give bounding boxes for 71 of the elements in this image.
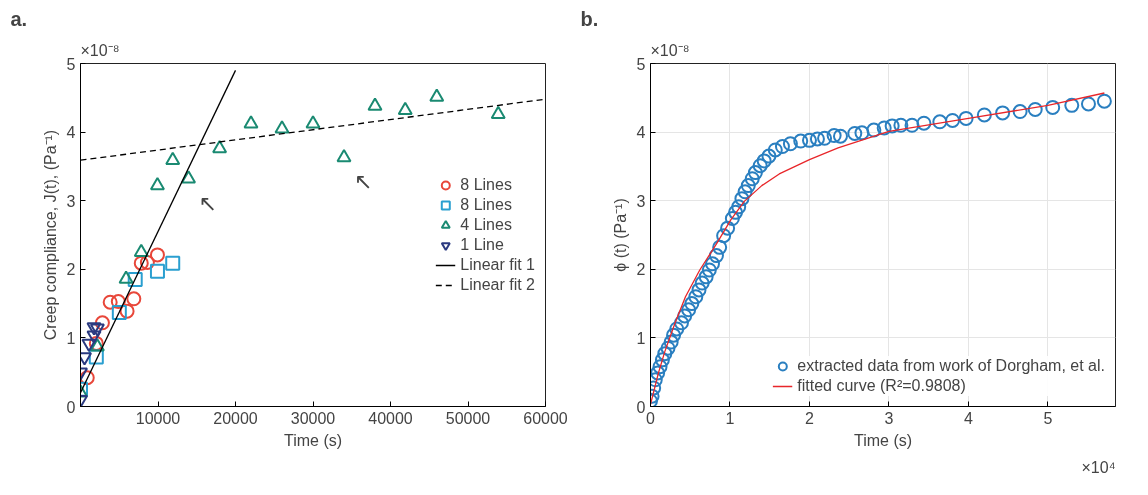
point bbox=[119, 303, 135, 319]
y-tick-label: 2 bbox=[636, 261, 646, 279]
x-tick-label: 4 bbox=[964, 409, 973, 427]
point bbox=[305, 115, 321, 129]
point bbox=[81, 338, 97, 352]
x-tick-label: 30000 bbox=[290, 409, 336, 427]
point bbox=[165, 151, 181, 165]
legend-label: Linear fit 1 bbox=[460, 255, 535, 274]
point bbox=[111, 305, 127, 321]
x-tick-label: 1 bbox=[725, 409, 735, 427]
point bbox=[126, 291, 142, 307]
point bbox=[336, 148, 352, 163]
x-axis-title: Time (s) bbox=[283, 431, 343, 449]
y-tick-label: 0 bbox=[66, 398, 76, 416]
y-tick-label: 1 bbox=[636, 329, 646, 347]
x-tick-label: 10000 bbox=[135, 409, 181, 427]
y-tick-label: 2 bbox=[66, 261, 76, 279]
y-tick-label: 4 bbox=[66, 124, 76, 142]
point bbox=[139, 254, 155, 270]
legend-label: Linear fit 2 bbox=[460, 275, 535, 294]
point bbox=[118, 270, 134, 284]
y-tick-label: 4 bbox=[636, 124, 646, 142]
point bbox=[243, 115, 259, 129]
point bbox=[181, 170, 197, 184]
chart-title: b. bbox=[580, 7, 599, 30]
x-tick-label: 2 bbox=[805, 409, 815, 427]
point bbox=[127, 272, 143, 288]
text: ×10⁴ bbox=[1081, 458, 1116, 476]
point bbox=[80, 370, 95, 386]
point bbox=[149, 177, 165, 191]
point bbox=[133, 243, 149, 257]
point bbox=[149, 247, 165, 263]
annotation: ↖ bbox=[198, 190, 217, 216]
y-tick-label: 3 bbox=[66, 192, 76, 210]
y-tick-label: 5 bbox=[636, 55, 646, 73]
x-axis-title: Time (s) bbox=[853, 431, 913, 449]
y-tick-label: 0 bbox=[636, 398, 646, 416]
legend-label: extracted data from work of Dorgham, et al. bbox=[797, 357, 1105, 375]
legend-label: 8 Lines bbox=[460, 175, 512, 194]
point bbox=[212, 140, 228, 154]
x-tick-label: 3 bbox=[884, 409, 894, 427]
point bbox=[367, 97, 383, 111]
y-axis-title: Creep compliance, J(t), (Pa⁻¹) bbox=[41, 129, 59, 341]
x-tick-label: 50000 bbox=[445, 409, 491, 427]
legend-label: 4 Lines bbox=[460, 215, 512, 234]
point bbox=[133, 255, 149, 271]
text: ×10⁻⁸ bbox=[80, 41, 120, 59]
y-axis-title: ϕ (t) (Pa⁻¹) bbox=[611, 198, 629, 272]
point bbox=[110, 294, 126, 310]
point bbox=[102, 294, 118, 310]
point bbox=[429, 88, 445, 102]
point bbox=[165, 255, 181, 271]
point bbox=[86, 330, 102, 344]
legend-label: fitted curve (R²=0.9808) bbox=[797, 377, 966, 395]
point bbox=[397, 101, 413, 115]
chart-title: a. bbox=[10, 7, 28, 30]
point bbox=[149, 263, 165, 279]
legend-label: 1 Line bbox=[460, 235, 504, 254]
text: ×10⁻⁸ bbox=[650, 41, 690, 59]
point bbox=[94, 315, 110, 331]
annotation: ↖ bbox=[354, 169, 373, 195]
point bbox=[490, 105, 506, 120]
x-tick-label: 40000 bbox=[368, 409, 413, 427]
legend-label: 8 Lines bbox=[460, 195, 512, 214]
x-tick-label: 20000 bbox=[213, 409, 258, 427]
y-tick-label: 1 bbox=[66, 329, 76, 347]
point bbox=[274, 120, 290, 134]
y-tick-label: 3 bbox=[636, 192, 646, 210]
x-tick-label: 5 bbox=[1043, 409, 1053, 427]
y-tick-label: 5 bbox=[66, 55, 76, 73]
x-tick-label: 60000 bbox=[523, 409, 568, 427]
